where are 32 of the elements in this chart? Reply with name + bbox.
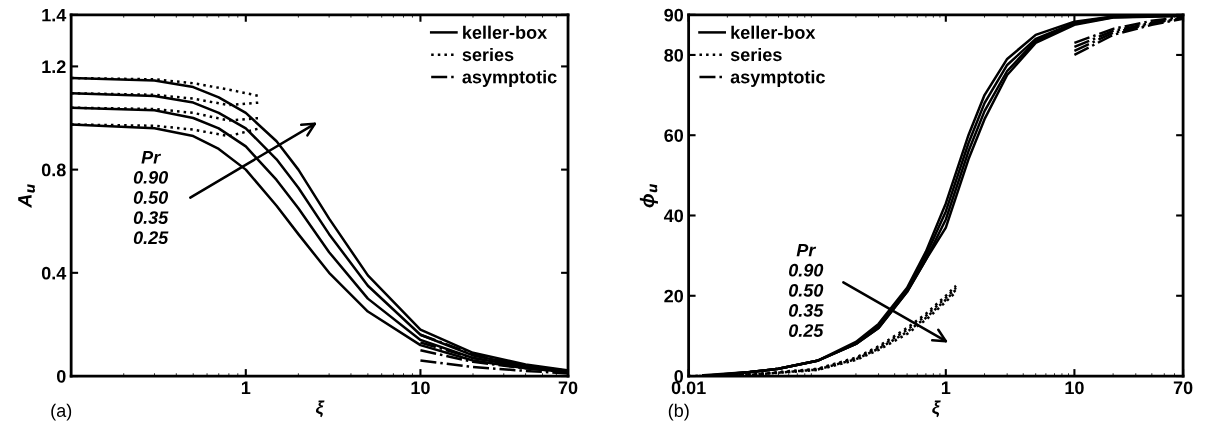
- text: (b): [668, 403, 689, 421]
- y-tick-label: 20: [664, 289, 684, 303]
- y-tick-label: 80: [664, 48, 684, 62]
- annotation: Pr 0.90 0.50 0.35 0.25: [133, 151, 169, 245]
- legend-label: asymptotic: [462, 70, 557, 87]
- x-tick-label: 10: [1065, 381, 1084, 395]
- x-tick-label: 70: [1173, 381, 1193, 395]
- y-axis-title: A$_{u}$: [18, 184, 35, 209]
- text: (a): [51, 403, 72, 421]
- x-tick-label: 1: [241, 381, 251, 394]
- x-axis-title: ξ: [932, 400, 941, 418]
- y-tick-label: 90: [664, 8, 684, 22]
- y-tick-label: 1.2: [42, 60, 66, 73]
- legend-label: series: [730, 47, 782, 62]
- y-axis-title: ϕ$_{u}$: [639, 183, 658, 208]
- y-tick-label: 0.8: [41, 163, 66, 177]
- x-tick-label: 1: [941, 381, 951, 394]
- legend-label: asymptotic: [730, 70, 825, 87]
- x-tick-label: 10: [411, 381, 430, 395]
- legend-label: keller-box: [463, 25, 548, 39]
- legend-label: series: [462, 47, 514, 62]
- x-tick-label: 70: [558, 381, 578, 395]
- y-tick-label: 60: [664, 129, 684, 142]
- y-tick-label: 1.4: [42, 8, 67, 22]
- x-axis-title: ξ: [315, 400, 325, 418]
- y-tick-label: 0: [674, 369, 684, 383]
- y-tick-label: 0.4: [41, 266, 67, 280]
- x-tick-label: 0.01: [671, 381, 706, 395]
- y-tick-label: 0: [56, 369, 66, 383]
- y-tick-label: 40: [663, 209, 684, 223]
- legend-label: keller-box: [731, 25, 816, 39]
- annotation: Pr 0.90 0.50 0.35 0.25: [788, 243, 824, 337]
